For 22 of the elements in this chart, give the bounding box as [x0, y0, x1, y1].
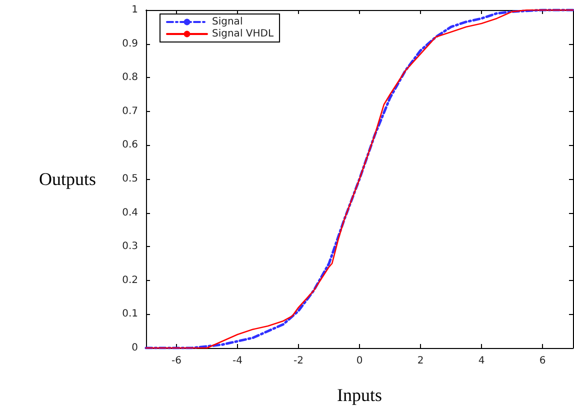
x-tick-label: 4	[478, 356, 485, 366]
x-tick-label: -6	[172, 356, 182, 366]
y-tick-label: 0.5	[122, 174, 138, 184]
x-axis-title: Inputs	[337, 385, 382, 405]
y-tick-label: 0.1	[122, 308, 138, 320]
x-tick-label: -2	[294, 356, 304, 366]
x-tick-label: 6	[539, 356, 546, 366]
y-tick-label: 0.9	[122, 38, 138, 50]
y-tick-label: 0.8	[122, 72, 138, 84]
x-tick-label: 0	[356, 356, 363, 366]
legend-label: Signal VHDL	[212, 28, 274, 40]
y-tick-label: 0.6	[122, 140, 138, 151]
y-tick-label: 0.4	[122, 207, 138, 218]
y-axis-title: Outputs	[38, 169, 96, 189]
x-tick-label: 2	[417, 356, 424, 366]
y-tick-label: 1	[132, 4, 138, 16]
y-tick-label: 0	[132, 342, 138, 354]
y-tick-label: 0.7	[122, 106, 138, 117]
legend-label: Signal	[212, 16, 243, 28]
y-tick-label: 0.2	[122, 274, 138, 286]
y-tick-label: 0.3	[122, 241, 138, 252]
x-tick-label: -4	[232, 356, 242, 366]
